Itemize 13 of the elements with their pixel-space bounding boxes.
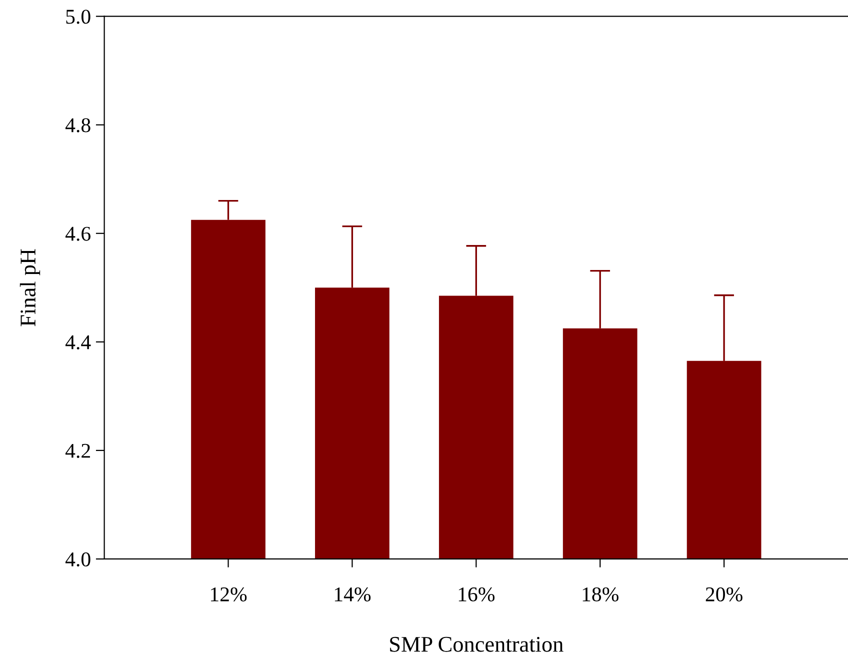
y-tick-label: 4.6 — [65, 226, 90, 241]
x-tick-label: 12% — [210, 587, 247, 602]
y-tick-label: 5.0 — [66, 10, 90, 24]
y-tick-label: 4.4 — [65, 335, 91, 350]
x-tick-label: 18% — [582, 587, 618, 602]
x-tick-label: 16% — [458, 587, 495, 602]
y-tick-label: 4.0 — [65, 552, 90, 566]
x-tick-label: 20% — [706, 587, 742, 602]
x-axis-title: SMP Concentration — [390, 636, 564, 652]
x-tick-label: 14% — [334, 587, 371, 602]
y-tick-label: 4.8 — [65, 118, 90, 132]
y-tick-label: 4.2 — [65, 444, 90, 458]
y-axis-title: Final pH — [20, 249, 40, 326]
